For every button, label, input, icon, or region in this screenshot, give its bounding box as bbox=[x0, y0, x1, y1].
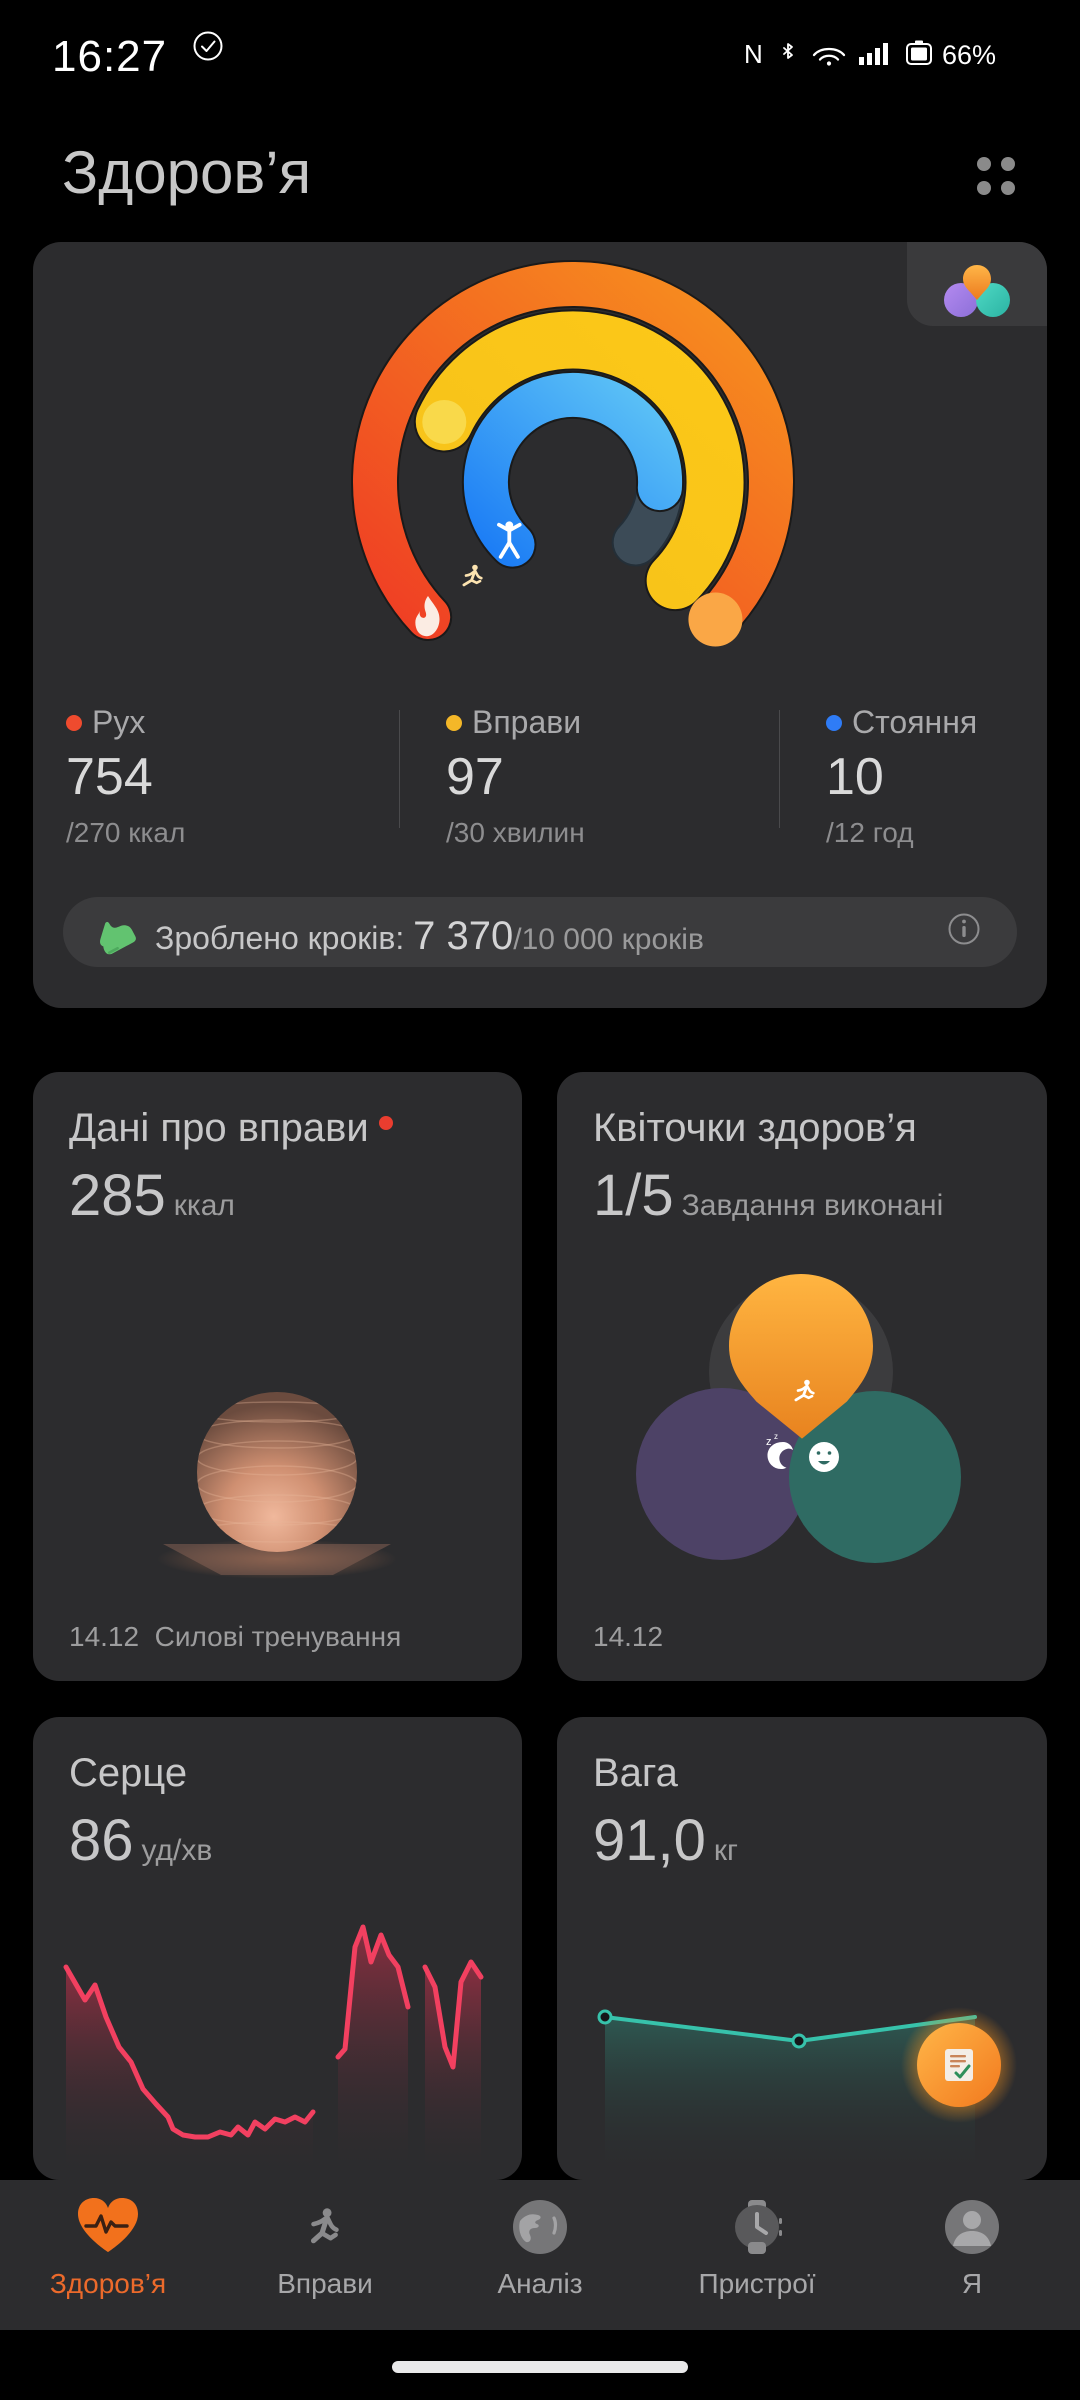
svg-text:z: z bbox=[766, 1436, 772, 1448]
svg-text:N: N bbox=[744, 39, 763, 69]
svg-text:z: z bbox=[774, 1432, 778, 1441]
svg-text:66%: 66% bbox=[942, 40, 996, 70]
